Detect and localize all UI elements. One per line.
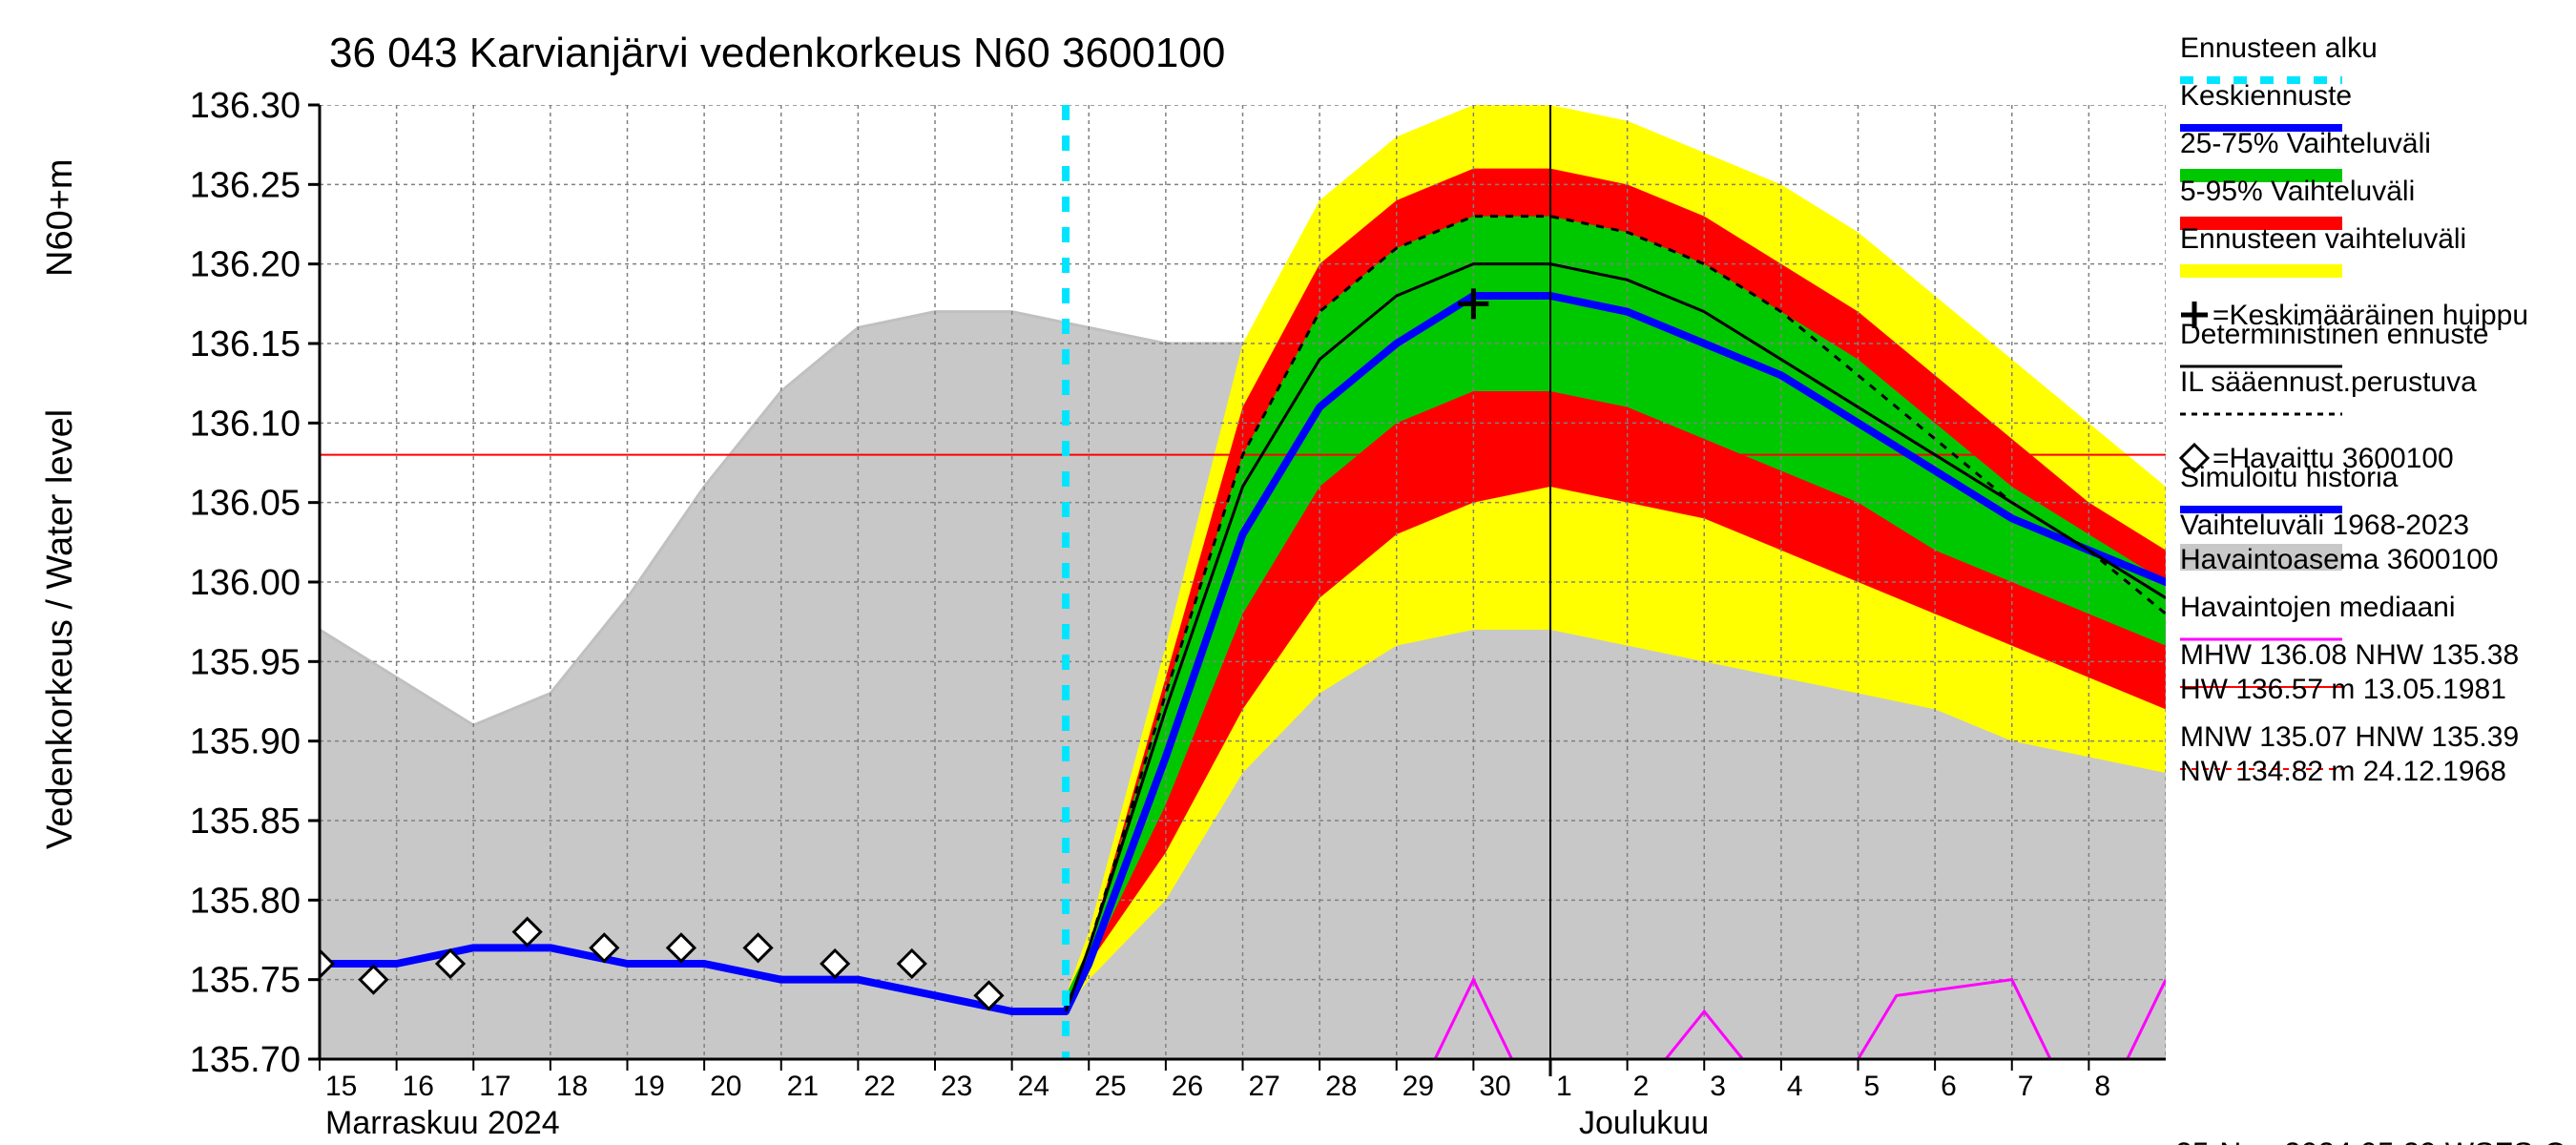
y-axis-label-right: N60+m xyxy=(40,158,80,277)
x-tick-label: 2 xyxy=(1633,1071,1650,1102)
legend-label: Ennusteen vaihteluväli xyxy=(2180,223,2466,255)
x-tick-label: 5 xyxy=(1864,1071,1880,1102)
legend-label: MNW 135.07 HNW 135.39 xyxy=(2180,721,2519,753)
month-label-dec-en: December xyxy=(1579,1141,1729,1145)
y-tick-label: 135.90 xyxy=(190,722,301,762)
legend-label: NW 134.82 m 24.12.1968 xyxy=(2180,756,2506,787)
footer-timestamp: 25-Nov-2024 05:29 WSFS-O xyxy=(2175,1136,2567,1145)
x-tick-label: 19 xyxy=(634,1071,665,1102)
y-tick-label: 136.25 xyxy=(190,165,301,205)
legend-label: Havaintoasema 3600100 xyxy=(2180,544,2499,575)
x-tick-label: 7 xyxy=(2018,1071,2034,1102)
chart-title: 36 043 Karvianjärvi vedenkorkeus N60 360… xyxy=(329,30,1225,76)
x-tick-label: 20 xyxy=(710,1071,741,1102)
x-tick-label: 15 xyxy=(325,1071,357,1102)
plot-area xyxy=(306,105,2166,1059)
legend: Ennusteen alku Keskiennuste 25-75% Vaihtel… xyxy=(2180,32,2528,787)
y-tick-label: 136.00 xyxy=(190,563,301,603)
month-label-nov-en: November xyxy=(325,1141,475,1145)
y-tick-label: 135.75 xyxy=(190,961,301,1001)
x-tick-label: 28 xyxy=(1325,1071,1357,1102)
y-tick-label: 135.80 xyxy=(190,881,301,921)
y-tick-label: 136.30 xyxy=(190,86,301,126)
legend-label: HW 136.57 m 13.05.1981 xyxy=(2180,674,2506,705)
legend-label: Keskiennuste xyxy=(2180,80,2352,112)
y-tick-label: 136.05 xyxy=(190,484,301,524)
y-tick-label: 136.15 xyxy=(190,324,301,364)
month-label-dec: Joulukuu xyxy=(1579,1105,1709,1141)
y-tick-label: 136.10 xyxy=(190,404,301,444)
month-label-nov: Marraskuu 2024 xyxy=(325,1105,560,1141)
x-tick-label: 21 xyxy=(787,1071,819,1102)
x-tick-label: 29 xyxy=(1402,1071,1434,1102)
x-tick-label: 1 xyxy=(1556,1071,1572,1102)
x-tick-label: 6 xyxy=(1941,1071,1957,1102)
x-tick-label: 3 xyxy=(1710,1071,1726,1102)
y-tick-label: 136.20 xyxy=(190,245,301,285)
legend-label: IL sääennust.perustuva xyxy=(2180,366,2477,398)
y-tick-label: 135.70 xyxy=(190,1040,301,1080)
x-tick-label: 4 xyxy=(1787,1071,1803,1102)
x-tick-label: 25 xyxy=(1094,1071,1126,1102)
x-tick-label: 26 xyxy=(1172,1071,1203,1102)
x-tick-label: 22 xyxy=(863,1071,895,1102)
chart-root: 135.70 135.75 135.80 135.85 135.90 135.95 136.… xyxy=(0,0,2576,1145)
x-tick-label: 24 xyxy=(1018,1071,1049,1102)
legend-label: Havaintojen mediaani xyxy=(2180,592,2456,623)
legend-label: Ennusteen alku xyxy=(2180,32,2378,64)
x-tick-label: 18 xyxy=(556,1071,588,1102)
legend-label: MHW 136.08 NHW 135.38 xyxy=(2180,639,2519,671)
y-axis-label-left: Vedenkorkeus / Water level xyxy=(40,409,80,849)
y-tick-label: 135.85 xyxy=(190,802,301,842)
chart-svg: 135.70 135.75 135.80 135.85 135.90 135.95 136.… xyxy=(0,0,2576,1145)
x-tick-label: 30 xyxy=(1479,1071,1510,1102)
x-tick-label: 17 xyxy=(479,1071,510,1102)
legend-label: Deterministinen ennuste xyxy=(2180,319,2489,350)
x-tick-label: 23 xyxy=(941,1071,972,1102)
legend-label: 5-95% Vaihteluväli xyxy=(2180,176,2415,207)
x-tick-label: 16 xyxy=(403,1071,434,1102)
legend-label: 25-75% Vaihteluväli xyxy=(2180,128,2431,159)
y-tick-label: 135.95 xyxy=(190,642,301,682)
x-tick-label: 27 xyxy=(1249,1071,1280,1102)
legend-label: Simuloitu historia xyxy=(2180,462,2399,493)
legend-label: Vaihteluväli 1968-2023 xyxy=(2180,510,2469,541)
x-tick-label: 8 xyxy=(2094,1071,2110,1102)
